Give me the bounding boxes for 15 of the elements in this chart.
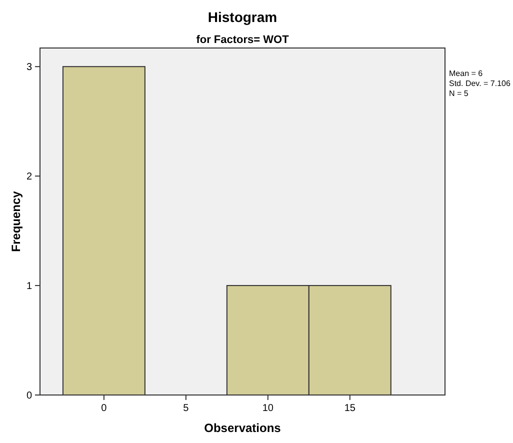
x-tick-label: 0	[101, 403, 108, 414]
text: Std. Dev. = 7.106	[449, 79, 511, 88]
y-tick-label: 0	[26, 390, 32, 402]
text: N = 5	[449, 89, 469, 98]
x-axis-title: Observations	[204, 421, 282, 435]
x-tick-label: 5	[183, 403, 190, 414]
y-axis-title: Frequency	[9, 190, 23, 252]
x-tick-label: 15	[344, 403, 356, 414]
text: Mean = 6	[449, 69, 484, 78]
x-tick-label: 10	[262, 403, 274, 414]
chart-title: Histogram	[208, 9, 278, 25]
y-tick-label: 3	[26, 62, 32, 74]
chart-subtitle: for Factors= WOT	[196, 34, 290, 46]
y-tick-label: 2	[26, 172, 32, 183]
y-tick-label: 1	[26, 281, 32, 292]
